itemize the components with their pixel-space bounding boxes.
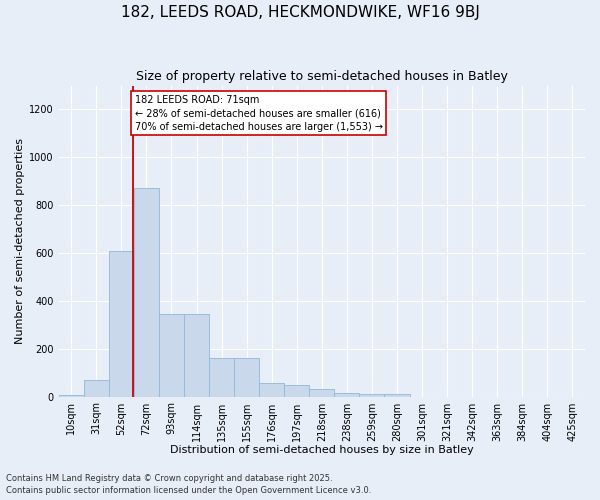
Bar <box>209 358 234 397</box>
Bar <box>159 314 184 396</box>
Bar <box>134 188 159 396</box>
Y-axis label: Number of semi-detached properties: Number of semi-detached properties <box>15 138 25 344</box>
Text: 182 LEEDS ROAD: 71sqm
← 28% of semi-detached houses are smaller (616)
70% of sem: 182 LEEDS ROAD: 71sqm ← 28% of semi-deta… <box>134 95 383 132</box>
Bar <box>109 250 134 396</box>
Text: Contains HM Land Registry data © Crown copyright and database right 2025.
Contai: Contains HM Land Registry data © Crown c… <box>6 474 371 495</box>
Bar <box>259 384 284 396</box>
Bar <box>184 314 209 396</box>
Bar <box>84 380 109 396</box>
Bar <box>309 390 334 396</box>
Bar <box>385 394 410 396</box>
Bar <box>334 393 359 396</box>
Bar <box>234 358 259 397</box>
Bar <box>284 384 309 396</box>
Bar <box>359 394 385 396</box>
Title: Size of property relative to semi-detached houses in Batley: Size of property relative to semi-detach… <box>136 70 508 83</box>
Text: 182, LEEDS ROAD, HECKMONDWIKE, WF16 9BJ: 182, LEEDS ROAD, HECKMONDWIKE, WF16 9BJ <box>121 5 479 20</box>
X-axis label: Distribution of semi-detached houses by size in Batley: Distribution of semi-detached houses by … <box>170 445 474 455</box>
